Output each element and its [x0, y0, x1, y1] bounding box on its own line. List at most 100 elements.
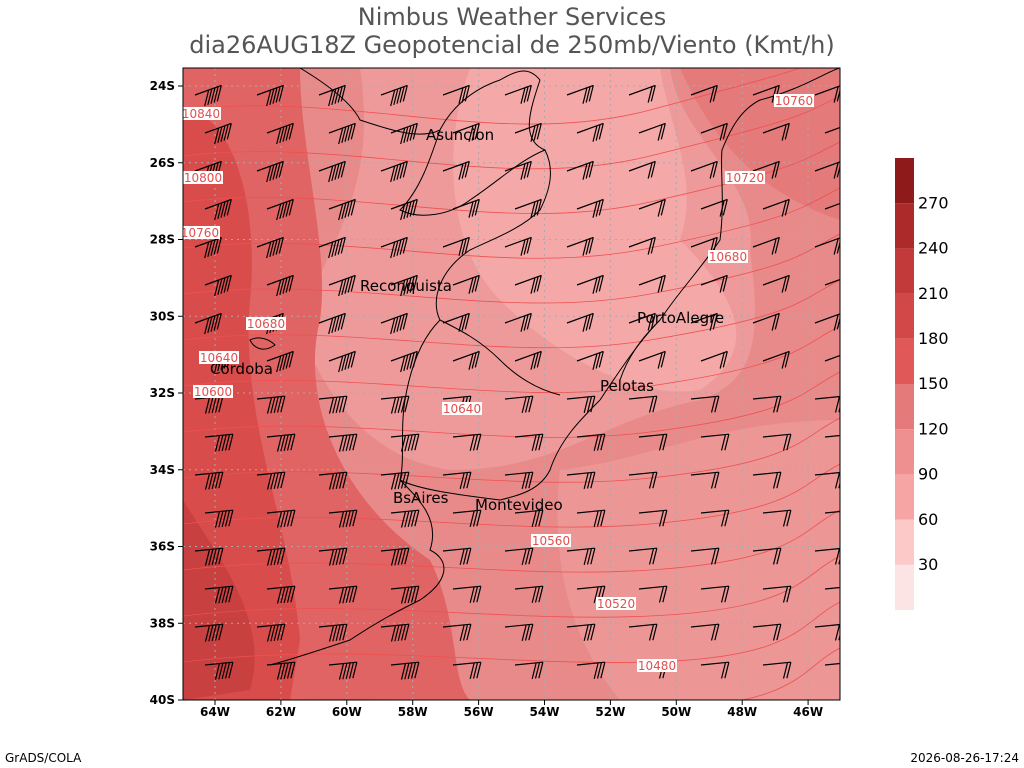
wind-barb: [204, 585, 234, 604]
wind-barb: [256, 84, 284, 107]
label-box: [725, 171, 765, 184]
colorbar-swatch: [895, 158, 914, 204]
wind-barb: [514, 274, 542, 294]
contour-label: 10640: [200, 351, 238, 365]
wind-barb: [380, 236, 408, 259]
wind-barb: [514, 661, 544, 680]
label-box: [774, 94, 814, 107]
colorbar-swatch: [895, 248, 914, 294]
wind-barb: [566, 623, 596, 642]
wind-barb: [638, 350, 666, 369]
wind-barb: [266, 433, 296, 452]
colorbar-label: 270: [918, 193, 949, 212]
city-label: PortoAlegre: [637, 309, 724, 327]
colorbar-label: 120: [918, 419, 949, 438]
wind-barb: [700, 509, 730, 527]
wind-barb: [566, 395, 596, 414]
wind-barb: [380, 471, 410, 490]
wind-barb: [576, 509, 606, 528]
wind-barb: [390, 198, 418, 221]
wind-barb: [700, 198, 728, 217]
wind-barb: [318, 395, 348, 414]
wind-barb: [776, 699, 781, 700]
label-box: [183, 226, 220, 239]
wind-barb: [504, 312, 532, 332]
wind-barb: [762, 661, 792, 679]
wind-barb: [752, 312, 780, 331]
field: [557, 420, 840, 700]
colorbar-label: 60: [918, 510, 938, 529]
wind-barb: [380, 160, 408, 183]
wind-barb: [266, 198, 294, 221]
label-box: [637, 659, 677, 672]
grid: [183, 68, 840, 700]
wind-barb: [442, 312, 470, 332]
wind-barb: [204, 122, 232, 145]
label-box: [183, 171, 223, 184]
wind-barb: [700, 661, 730, 679]
lon-tick-label: 60W: [332, 705, 362, 719]
lat-tick-label: 34S: [150, 463, 175, 477]
wind-barb: [566, 471, 596, 490]
wind-barb: [504, 623, 534, 642]
wind-barb: [504, 547, 534, 566]
wind-barb: [452, 122, 480, 142]
wind-barb: [590, 699, 595, 700]
wind-barb: [390, 585, 420, 604]
label-box: [596, 597, 636, 610]
footer-left: GrADS/COLA: [5, 751, 82, 765]
wind-barb: [442, 623, 472, 642]
wind-barb: [638, 585, 668, 603]
wind-barb: [318, 623, 348, 642]
wind-barb: [762, 122, 790, 141]
wind-barb: [390, 509, 420, 528]
wind-barb: [380, 84, 408, 107]
field: [453, 68, 737, 392]
wind-barb: [204, 433, 234, 452]
wind-barb: [762, 350, 790, 369]
cities: Asuncion Reconquista PortoAlegre Cordoba…: [210, 126, 724, 514]
wind-barb: [762, 585, 792, 603]
city-label: BsAires: [393, 489, 449, 507]
wind-barb: [256, 471, 286, 490]
lon-tick-label: 46W: [793, 705, 823, 719]
city-label: Reconquista: [360, 277, 452, 295]
contour-label: 10480: [638, 659, 676, 673]
lon-tick-label: 58W: [398, 705, 428, 719]
wind-barb: [628, 312, 656, 331]
wind-barb: [628, 547, 658, 565]
contour-line: [183, 463, 840, 528]
contour-line: [183, 233, 840, 304]
wind-barb: [328, 433, 358, 452]
contour-label: 10600: [194, 385, 232, 399]
wind-barb: [442, 160, 470, 180]
lon-tick-label: 50W: [661, 705, 691, 719]
lat-tick-label: 32S: [150, 386, 175, 400]
wind-barb: [328, 585, 358, 604]
contour-lines: [183, 68, 840, 700]
wind-barb: [652, 699, 657, 700]
wind-barb: [452, 350, 480, 370]
label-box: [442, 402, 482, 415]
label-box: [531, 534, 571, 547]
wind-barb: [638, 274, 666, 293]
wind-barb: [328, 350, 356, 373]
contour-label: 10720: [726, 171, 764, 185]
wind-barb: [814, 237, 840, 255]
wind-barb: [576, 661, 606, 680]
wind-barb: [194, 312, 222, 335]
contour-label: 10560: [532, 534, 570, 548]
wind-barb: [266, 350, 294, 373]
wind-barb: [390, 350, 418, 373]
wind-barb: [638, 433, 668, 451]
wind-barb: [814, 161, 840, 179]
wind-barb: [266, 122, 294, 145]
wind-barb: [762, 509, 792, 527]
colorbar-swatch: [895, 429, 914, 475]
wind-barb: [452, 585, 482, 604]
wind-barb: [380, 623, 410, 642]
wind-barb: [504, 395, 534, 414]
wind-barb: [514, 585, 544, 604]
wind-barb: [452, 433, 482, 452]
wind-barb: [762, 274, 790, 293]
